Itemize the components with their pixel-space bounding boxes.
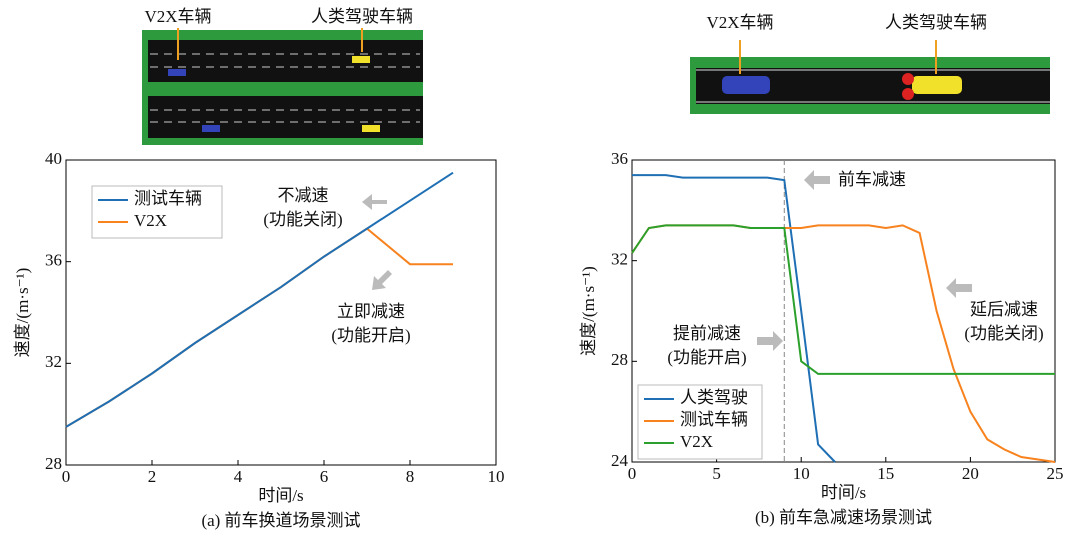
annotation: (功能关闭) [964,324,1043,343]
y-axis-label: 速度/(m·s⁻¹) [13,268,32,358]
x-tick-label: 8 [406,467,415,486]
y-tick-label: 28 [45,454,62,473]
y-tick-label: 28 [611,350,628,369]
road [148,40,423,82]
scene-a [142,28,423,145]
x-tick-label: 0 [628,464,637,483]
x-tick-label: 4 [234,467,243,486]
x-axis-label: 时间/s [821,483,866,502]
car [722,76,770,94]
annotation-arrow [946,278,972,298]
caption: (b) 前车急减速场景测试 [755,508,932,527]
x-tick-label: 5 [712,464,721,483]
car [912,76,962,94]
x-axis-label: 时间/s [258,486,303,505]
scene-label: V2X车辆 [144,7,211,26]
x-tick-label: 10 [793,464,810,483]
legend-label: V2X [134,211,167,230]
y-tick-label: 24 [611,451,629,470]
y-axis-label: 速度/(m·s⁻¹) [579,266,598,356]
scene-label: V2X车辆 [706,13,773,32]
car [362,125,380,132]
annotation: 立即减速 [337,302,405,321]
y-tick-label: 32 [45,352,62,371]
annotation-arrow [362,194,387,210]
scene-b [690,40,1050,114]
scene-label: 人类驾驶车辆 [311,7,413,26]
annotation-arrow [757,331,783,351]
car [352,56,370,63]
annotation: 延后减速 [970,300,1038,319]
x-tick-label: 0 [62,467,71,486]
figure: V2X车辆人类驾驶车辆024681028323640时间/s速度/(m·s⁻¹)… [0,0,1071,537]
annotation: (功能开启) [331,326,410,345]
annotation: 不减速 [278,186,329,205]
annotation: 前车减速 [838,170,906,189]
annotation: 提前减速 [673,324,741,343]
y-tick-label: 36 [611,149,628,168]
y-tick-label: 36 [45,251,62,270]
annotation-arrow [804,170,830,190]
x-tick-label: 10 [488,467,505,486]
annotation: (功能关闭) [263,210,342,229]
annotation: (功能开启) [667,348,746,367]
car [168,69,186,76]
annotation-arrow [372,270,392,290]
legend-label: 人类驾驶 [680,388,748,407]
x-tick-label: 6 [320,467,329,486]
brake-light [902,73,914,85]
x-tick-label: 15 [877,464,894,483]
x-tick-label: 20 [962,464,979,483]
legend-label: 测试车辆 [134,189,202,208]
caption: (a) 前车换道场景测试 [201,511,360,530]
y-tick-label: 40 [45,149,62,168]
x-tick-label: 2 [148,467,157,486]
scene-label: 人类驾驶车辆 [885,13,987,32]
legend-label: V2X [680,432,713,451]
car [202,125,220,132]
x-tick-label: 25 [1047,464,1064,483]
road [148,96,423,138]
brake-light [902,88,914,100]
legend-label: 测试车辆 [680,410,748,429]
y-tick-label: 32 [611,250,628,269]
